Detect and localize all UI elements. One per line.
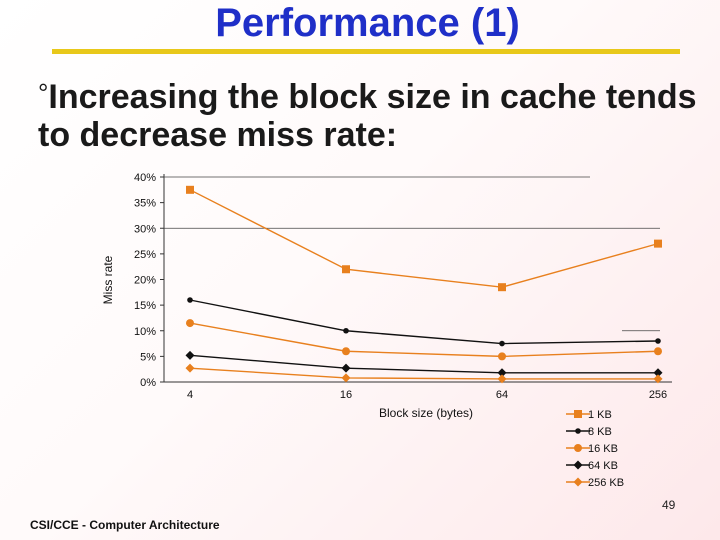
series-line (189, 322, 659, 358)
y-tick-label: 20% (134, 275, 156, 287)
y-tick-label: 5% (140, 351, 156, 363)
data-point (498, 283, 506, 292)
data-point (497, 374, 507, 384)
legend-marker (573, 460, 583, 470)
data-point (653, 368, 663, 378)
bullet-point: °Increasing the block size in cache tend… (38, 74, 718, 154)
x-tick-label: 4 (187, 389, 193, 401)
data-point (499, 340, 505, 347)
legend-label: 8 KB (588, 426, 612, 438)
data-point (653, 374, 663, 384)
data-point (187, 297, 193, 303)
data-point (654, 347, 662, 356)
slide-title: Performance (1) (215, 1, 520, 45)
x-tick-label: 256 (649, 389, 667, 401)
y-tick-label: 40% (134, 172, 156, 184)
legend-marker (574, 444, 582, 452)
data-point (185, 350, 195, 360)
y-tick-label: 15% (134, 300, 156, 312)
y-tick-label: 35% (134, 198, 156, 210)
data-point (498, 352, 506, 361)
data-point (186, 185, 194, 194)
data-point (342, 347, 350, 356)
legend-marker (573, 477, 583, 487)
y-tick-label: 30% (134, 223, 156, 235)
data-point (341, 363, 351, 373)
page-number: 49 (662, 498, 676, 512)
bullet-text: Increasing the block size in cache tends… (38, 78, 697, 154)
title-underline (52, 49, 680, 54)
series-line (189, 367, 658, 380)
y-tick-label: 0% (140, 377, 156, 389)
footer-text: CSI/CCE - Computer Architecture (30, 518, 220, 532)
data-point (497, 368, 507, 378)
series-line (189, 299, 659, 345)
data-point (186, 319, 194, 328)
data-point (343, 327, 349, 334)
legend-label: 64 KB (588, 460, 618, 472)
y-tick-label: 10% (134, 326, 156, 338)
legend-marker (574, 410, 582, 418)
data-point (341, 373, 351, 383)
legend-label: 16 KB (588, 443, 618, 455)
x-axis-label: Block size (bytes) (379, 406, 473, 420)
series-line (189, 354, 658, 374)
legend-marker (575, 428, 581, 434)
y-axis-label: Miss rate (101, 255, 115, 304)
x-tick-label: 16 (340, 389, 352, 401)
y-tick-label: 25% (134, 249, 156, 261)
data-point (185, 363, 195, 373)
series-line (189, 189, 659, 288)
legend-label: 1 KB (588, 409, 612, 421)
x-tick-label: 64 (496, 389, 508, 401)
legend-label: 256 KB (588, 477, 624, 489)
data-point (655, 338, 661, 344)
data-point (654, 239, 662, 248)
data-point (342, 265, 350, 274)
bullet-mark: ° (38, 78, 49, 108)
